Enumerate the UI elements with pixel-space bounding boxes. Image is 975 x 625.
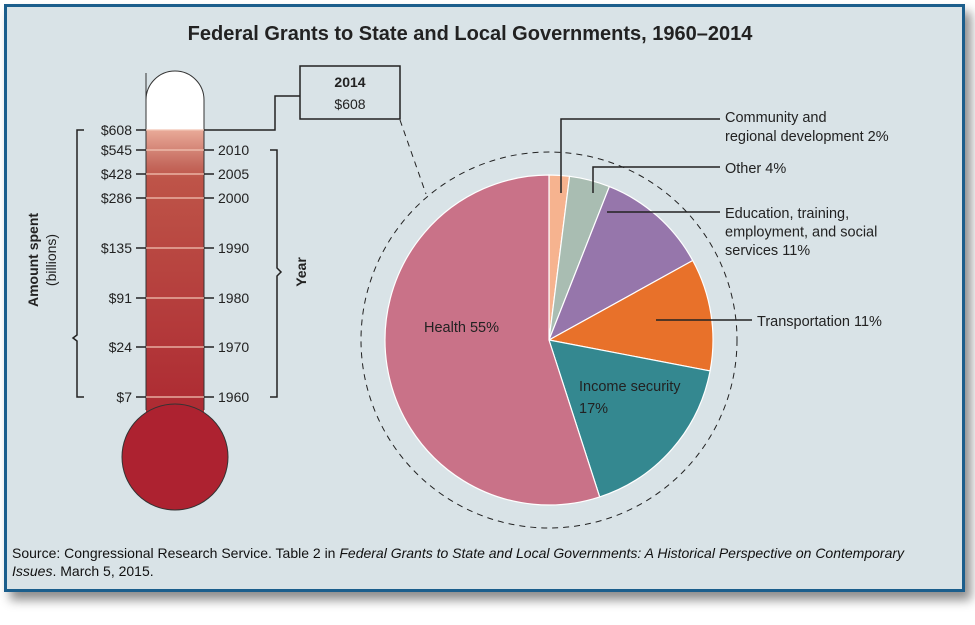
thermometer-empty — [145, 70, 205, 131]
source-note: Source: Congressional Research Service. … — [12, 544, 912, 580]
value-label: $545 — [101, 142, 132, 158]
year-label: 2010 — [218, 142, 249, 158]
source-title: Federal Grants to State and Local Govern… — [12, 545, 905, 579]
source-prefix: Source: Congressional Research Service. … — [12, 545, 340, 561]
pie-label: Other 4% — [725, 161, 786, 177]
pie-slice — [547, 185, 694, 342]
pie-label: Education, training, employment, and soci… — [725, 206, 877, 259]
year-bracket — [270, 149, 283, 398]
leader-line — [560, 118, 720, 193]
pie-label: Health 55% — [424, 320, 499, 336]
year-label: 1980 — [218, 290, 249, 306]
pie-label: Income security 17% — [579, 379, 681, 417]
callout-box — [299, 65, 401, 120]
amount-bracket — [71, 129, 84, 398]
year-label: 2005 — [218, 166, 249, 182]
value-label: $135 — [101, 240, 132, 256]
year-label: 1960 — [218, 389, 249, 405]
value-label: $7 — [116, 389, 132, 405]
thermometer-bulb — [121, 403, 229, 511]
source-suffix: . March 5, 2015. — [52, 563, 154, 579]
thermometer-fill — [146, 130, 204, 415]
pie-slice — [384, 174, 601, 506]
pie-slice — [548, 339, 711, 498]
chart-title: Federal Grants to State and Local Govern… — [188, 23, 754, 45]
year-label: 1970 — [218, 339, 249, 355]
callout-year: 2014 — [334, 74, 365, 90]
pie-label: Community and regional development 2% — [725, 110, 889, 145]
pie-slice — [547, 259, 714, 372]
pie-dashed-ring — [360, 151, 738, 529]
year-axis-label: Year — [293, 257, 309, 287]
value-label: $286 — [101, 190, 132, 206]
year-label: 1990 — [218, 240, 249, 256]
value-label: $428 — [101, 166, 132, 182]
pie-label: Transportation 11% — [757, 314, 882, 330]
year-label: 2000 — [218, 190, 249, 206]
amount-axis-label: Amount spent (billions) — [25, 213, 59, 307]
value-label: $91 — [109, 290, 133, 306]
leader-line — [592, 166, 720, 193]
value-label: $608 — [101, 122, 132, 138]
callout-value: $608 — [334, 96, 365, 112]
thermometer — [121, 70, 229, 511]
value-label: $24 — [109, 339, 133, 355]
